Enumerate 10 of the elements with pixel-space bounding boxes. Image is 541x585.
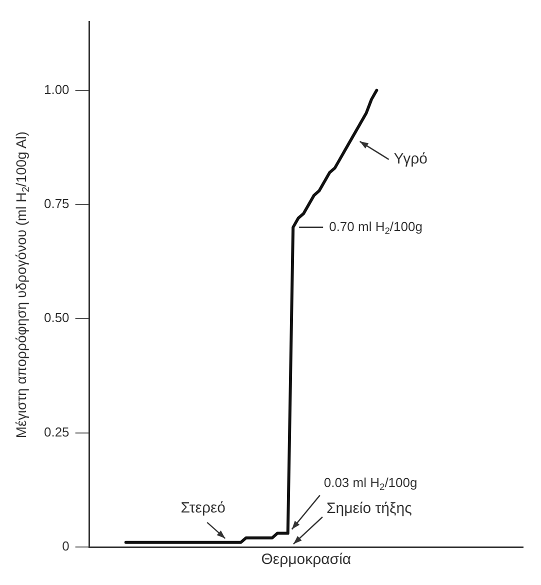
y-tick-label: 0.25 (44, 424, 70, 440)
annotation: Στερεό (180, 500, 226, 517)
y-tick-label: 0 (62, 538, 70, 554)
y-tick-label: 1.00 (44, 82, 70, 97)
x-axis-title: Θερμοκρασία (261, 551, 352, 568)
y-tick-label: 0.75 (44, 196, 70, 212)
y-tick-label: 0.50 (44, 310, 70, 326)
y-axis-title: Μέγιστη απορρόφηση υδρογόνου (ml H2/100g Al) (12, 131, 32, 438)
annotation: Σημείο τήξης (326, 500, 412, 518)
annotation: Υγρό (394, 150, 428, 168)
